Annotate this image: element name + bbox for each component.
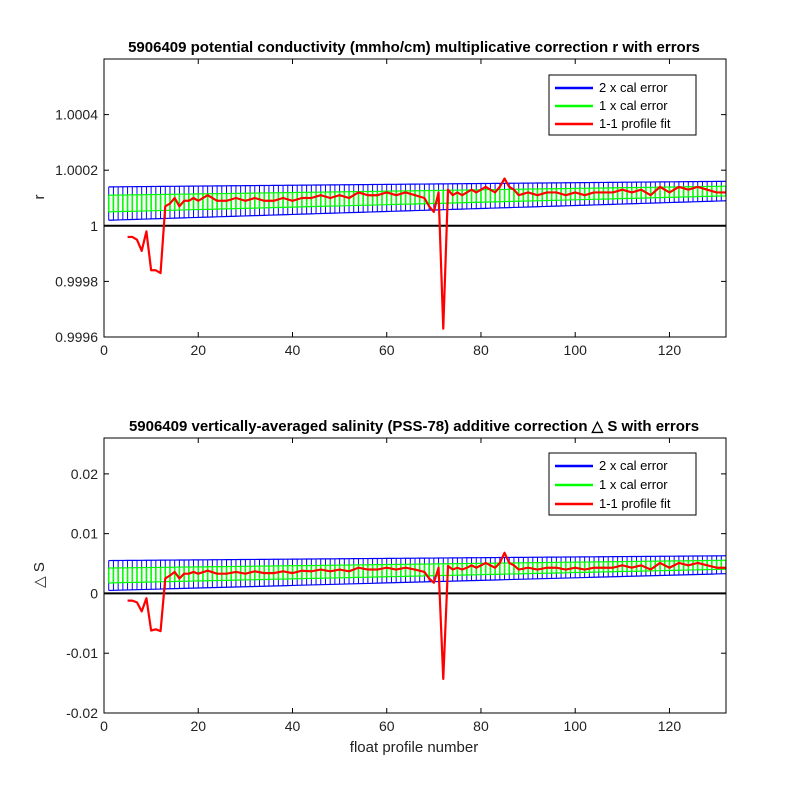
r-chart-title: 5906409 potential conductivity (mmho/cm)… — [128, 39, 700, 56]
s-y-tick-label: -0.02 — [66, 705, 98, 721]
r-y-tick-label: 0.9998 — [55, 273, 98, 289]
r-err2x-lower — [108, 200, 726, 221]
s-axes-box — [103, 437, 727, 714]
r-legend: 2 x cal error 1 x cal error 1-1 profile … — [548, 74, 697, 136]
s-err2x-lower — [108, 573, 726, 592]
salinity-correction-panel: 5906409 vertically-averaged salinity (PS… — [31, 418, 727, 756]
s-err1x-lower — [108, 568, 726, 584]
s-y-tick-label: 0.02 — [71, 466, 98, 482]
s-profile-fit-line — [127, 551, 726, 681]
s-legend-label-fit: 1-1 profile fit — [599, 496, 671, 511]
s-legend-label-2x: 2 x cal error — [599, 458, 668, 473]
s-y-tick-label: 0.01 — [71, 526, 98, 542]
s-x-tick-label: 40 — [285, 718, 301, 734]
r-series-layer — [104, 177, 726, 330]
r-y-tick-label: 1.0004 — [55, 107, 98, 123]
r-x-tick-label: 120 — [658, 342, 682, 358]
r-legend-label-fit: 1-1 profile fit — [599, 116, 671, 131]
r-x-tick-label: 0 — [100, 342, 108, 358]
s-x-tick-label: 60 — [379, 718, 395, 734]
r-err1x-upper — [108, 185, 726, 196]
s-chart-title: 5906409 vertically-averaged salinity (PS… — [129, 418, 699, 435]
s-legend-label-1x: 1 x cal error — [599, 477, 668, 492]
s-x-axis-label: float profile number — [350, 739, 478, 756]
s-y-tick-label: -0.01 — [66, 645, 98, 661]
r-x-tick-label: 40 — [285, 342, 301, 358]
s-err1x-upper — [108, 559, 726, 569]
r-legend-label-2x: 2 x cal error — [599, 80, 668, 95]
s-y-axis-label: △ S — [31, 562, 48, 588]
s-x-tick-label: 80 — [473, 718, 489, 734]
s-y-tick-label: 0 — [90, 585, 98, 601]
r-y-axis-label: r — [31, 195, 48, 200]
r-err1x-lower — [108, 195, 726, 213]
r-ticks-layer: 0 20 40 60 80 100 120 0.9996 0.9998 1 1.0002 1.0004 — [55, 59, 726, 358]
r-y-tick-label: 1 — [90, 218, 98, 234]
r-correction-panel: 5906409 potential conductivity (mmho/cm)… — [31, 39, 727, 358]
r-legend-label-1x: 1 x cal error — [599, 98, 668, 113]
s-x-tick-label: 120 — [658, 718, 682, 734]
r-y-tick-label: 0.9996 — [55, 329, 98, 345]
s-x-tick-label: 0 — [100, 718, 108, 734]
r-x-tick-label: 60 — [379, 342, 395, 358]
s-x-tick-label: 20 — [190, 718, 206, 734]
r-axes-box — [103, 58, 727, 338]
r-x-tick-label: 80 — [473, 342, 489, 358]
r-profile-fit-line — [127, 177, 726, 330]
s-series-layer — [104, 551, 726, 681]
s-ticks-layer: 0 20 40 60 80 100 120 -0.02 -0.01 0 0.01 0.02 — [66, 438, 726, 734]
s-legend: 2 x cal error 1 x cal error 1-1 profile … — [548, 452, 697, 516]
s-x-tick-label: 100 — [564, 718, 588, 734]
r-y-tick-label: 1.0002 — [55, 162, 98, 178]
r-x-tick-label: 100 — [564, 342, 588, 358]
r-err2x-upper — [108, 180, 726, 188]
r-x-tick-label: 20 — [190, 342, 206, 358]
s-err2x-upper — [108, 555, 726, 562]
